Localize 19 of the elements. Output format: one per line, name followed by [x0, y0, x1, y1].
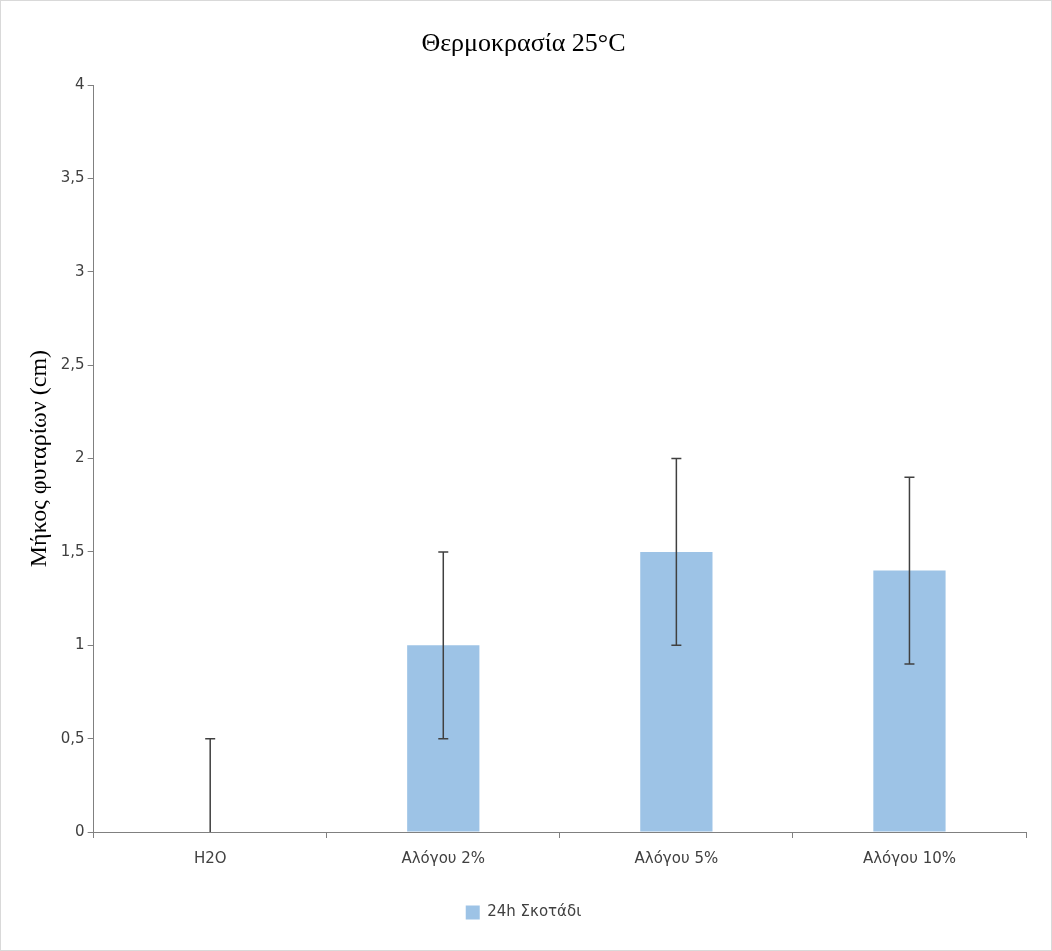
- x-tick-label: Αλόγου 2%: [401, 848, 486, 867]
- bar: [407, 645, 480, 832]
- y-tick-label: 0,5: [60, 728, 85, 747]
- y-tick-label: 4: [75, 75, 85, 94]
- y-tick-label: 2: [75, 448, 85, 467]
- x-tick-label: H2O: [193, 848, 227, 867]
- x-tick-label: Αλόγου 10%: [862, 848, 957, 867]
- y-axis-title: Μήκος φυταρίων (cm): [24, 349, 51, 568]
- y-tick-label: 3,5: [60, 168, 85, 187]
- y-tick-label: 1,5: [60, 541, 85, 560]
- y-tick-label: 2,5: [60, 355, 85, 374]
- legend-label: 24h Σκοτάδι: [487, 902, 582, 921]
- y-tick-label: 1: [75, 635, 85, 654]
- bar: [640, 551, 713, 832]
- y-tick-label: 3: [75, 261, 85, 280]
- y-tick-label: 0: [75, 821, 85, 840]
- x-tick-label: Αλόγου 5%: [634, 848, 719, 867]
- chart-title: Θερμοκρασία 25°C: [421, 28, 626, 58]
- bar: [873, 570, 946, 832]
